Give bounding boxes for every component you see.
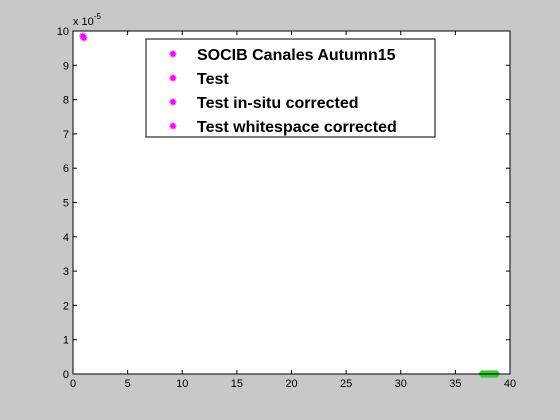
- x-tick-label: 15: [231, 378, 243, 390]
- y-tick-label: 4: [63, 232, 69, 244]
- y-tick-label: 5: [63, 198, 69, 210]
- y-multiplier-exponent: -5: [94, 12, 102, 21]
- x-tick-label: 5: [125, 378, 131, 390]
- legend-box: [145, 38, 436, 138]
- x-tick-label: 10: [176, 378, 188, 390]
- legend-item: Test in-situ corrected: [169, 95, 359, 112]
- legend-item: Test: [169, 71, 229, 88]
- y-tick-label: 6: [63, 163, 69, 175]
- y-tick-label: 10: [57, 26, 69, 38]
- y-tick-label: 8: [63, 95, 69, 107]
- y-axis: 0 1 2 3 4 5 6 7 8 9 10: [57, 26, 510, 381]
- x-axis: 0 5 10 15 20 25 30 35 40: [70, 31, 516, 390]
- data-point: [80, 34, 88, 42]
- legend-item: SOCIB Canales Autumn15: [169, 47, 396, 64]
- legend-marker: [169, 98, 177, 106]
- legend-marker: [169, 122, 177, 130]
- legend-label: SOCIB Canales Autumn15: [197, 47, 396, 64]
- y-multiplier-prefix: x 10: [73, 16, 94, 28]
- legend-label: Test in-situ corrected: [197, 95, 359, 112]
- legend-label: Test whitespace corrected: [197, 119, 397, 136]
- y-tick-label: 2: [63, 300, 69, 312]
- legend: SOCIB Canales Autumn15 Test Test in-situ c…: [145, 38, 436, 138]
- x-tick-label: 30: [395, 378, 407, 390]
- legend-marker: [169, 74, 177, 82]
- x-tick-label: 20: [285, 378, 297, 390]
- y-tick-label: 1: [63, 335, 69, 347]
- legend-marker: [169, 50, 177, 58]
- y-multiplier-label: x 10-5: [73, 12, 101, 28]
- y-tick-label: 3: [63, 266, 69, 278]
- y-tick-label: 7: [63, 129, 69, 141]
- y-tick-label: 0: [63, 369, 69, 381]
- legend-item: Test whitespace corrected: [169, 119, 397, 136]
- legend-label: Test: [197, 71, 229, 88]
- x-tick-label: 35: [449, 378, 461, 390]
- x-tick-label: 40: [504, 378, 516, 390]
- x-tick-label: 25: [340, 378, 352, 390]
- y-tick-label: 9: [63, 60, 69, 72]
- x-tick-label: 0: [70, 378, 76, 390]
